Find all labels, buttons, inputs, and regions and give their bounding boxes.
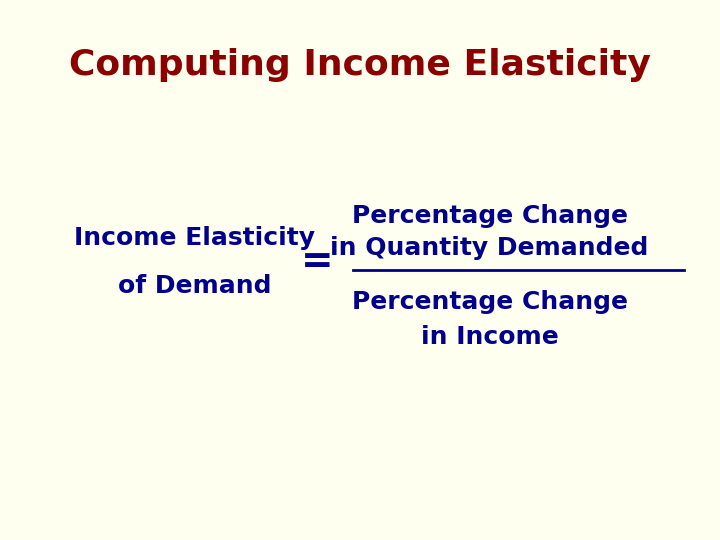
Text: in Income: in Income bbox=[420, 326, 559, 349]
Text: Income Elasticity: Income Elasticity bbox=[74, 226, 315, 249]
Text: =: = bbox=[300, 243, 333, 281]
Text: in Quantity Demanded: in Quantity Demanded bbox=[330, 237, 649, 260]
Text: of Demand: of Demand bbox=[117, 274, 271, 298]
Text: Percentage Change: Percentage Change bbox=[351, 291, 628, 314]
Text: Computing Income Elasticity: Computing Income Elasticity bbox=[69, 48, 651, 82]
Text: Percentage Change: Percentage Change bbox=[351, 204, 628, 228]
